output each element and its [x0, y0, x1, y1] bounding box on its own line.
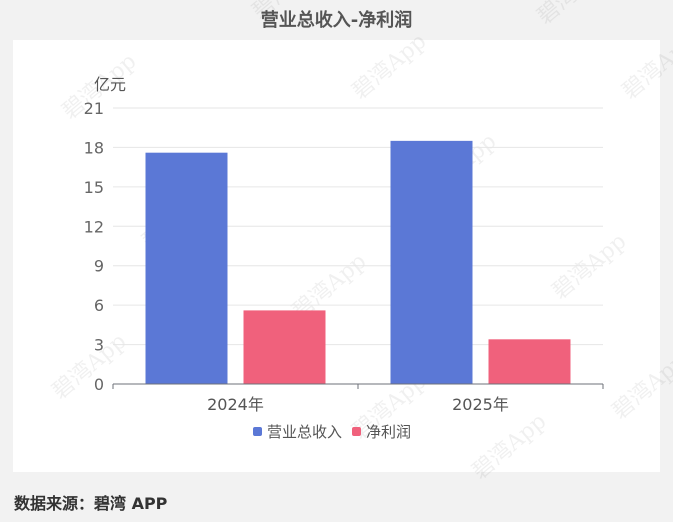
watermark-text: 碧湾App	[618, 29, 673, 105]
chart-panel	[13, 40, 660, 472]
legend-item-revenue[interactable]: 营业总收入	[253, 421, 342, 442]
watermark-text: 碧湾App	[348, 29, 432, 105]
y-tick-label: 9	[94, 257, 104, 276]
watermark-text: 碧湾App	[548, 229, 632, 305]
bar-net-profit[interactable]	[488, 339, 571, 384]
bars	[145, 140, 571, 384]
y-tick-label: 6	[94, 296, 104, 315]
legend-label-net-profit: 净利润	[366, 422, 412, 441]
x-tick-label: 2024年	[207, 395, 264, 414]
bar-revenue[interactable]	[145, 152, 228, 384]
legend: 营业总收入 净利润	[253, 421, 411, 441]
y-tick-labels: 0 3 6 9 12 15 18 21	[84, 99, 104, 394]
legend-swatch-net-profit	[352, 426, 362, 436]
watermark-text: 碧湾App	[248, 0, 332, 25]
x-tick-label: 2025年	[452, 395, 509, 414]
y-tick-label: 12	[84, 217, 104, 236]
bar-revenue[interactable]	[390, 140, 473, 384]
bar-net-profit[interactable]	[243, 310, 326, 384]
y-tick-label: 0	[94, 375, 104, 394]
y-tick-label: 3	[94, 336, 104, 355]
legend-swatch-revenue	[253, 426, 262, 436]
y-tick-label: 21	[84, 99, 104, 118]
legend-label-revenue: 营业总收入	[267, 422, 343, 441]
y-tick-label: 15	[84, 178, 104, 197]
chart-title: 营业总收入-净利润	[260, 10, 413, 31]
watermark-text: 碧湾App	[608, 349, 673, 425]
legend-item-net-profit[interactable]: 净利润	[352, 421, 411, 442]
y-tick-label: 18	[84, 138, 104, 157]
watermark-text: 碧湾App	[48, 329, 132, 405]
data-source-note: 数据来源：碧湾 APP	[14, 494, 168, 513]
x-axis: 2024年 2025年	[112, 383, 604, 414]
watermark-text: 碧湾App	[468, 409, 552, 485]
watermark-text: 碧湾App	[533, 0, 617, 30]
y-axis-unit-label: 亿元	[94, 75, 126, 94]
